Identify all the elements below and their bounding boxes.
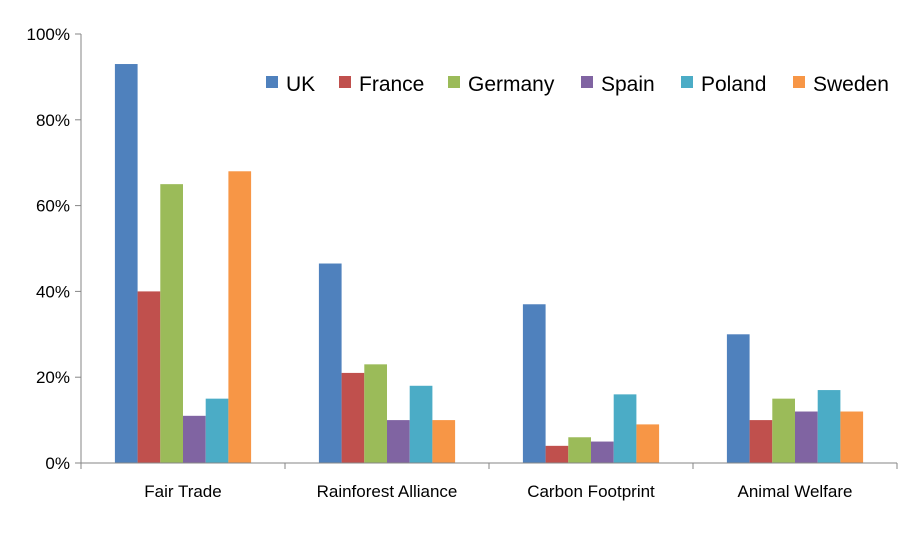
bar-animal-welfare-france [749,420,773,463]
y-tick-label: 20% [36,368,70,387]
bar-carbon-footprint-france [545,445,569,463]
legend-swatch-spain [581,76,593,88]
x-category-label: Carbon Footprint [527,482,655,501]
bar-rainforest-alliance-sweden [432,420,456,463]
legend-swatch-france [339,76,351,88]
bar-carbon-footprint-poland [613,394,637,463]
bar-rainforest-alliance-germany [364,364,387,463]
y-tick-label: 80% [36,111,70,130]
legend-label-spain: Spain [601,73,655,96]
legend-swatch-poland [681,76,693,88]
bar-animal-welfare-spain [795,411,818,463]
bars [114,64,864,463]
legend-label-sweden: Sweden [813,73,889,96]
legend-swatch-uk [266,76,278,88]
bar-rainforest-alliance-spain [387,420,410,463]
y-tick-label: 40% [36,282,70,301]
bar-fair-trade-poland [205,398,229,463]
bar-animal-welfare-germany [772,398,795,463]
legend-label-germany: Germany [468,73,555,96]
y-tick-label: 60% [36,197,70,216]
bar-animal-welfare-poland [817,390,841,463]
bar-fair-trade-france [137,291,161,463]
bar-fair-trade-sweden [228,171,252,463]
x-category-label: Fair Trade [144,482,221,501]
y-axis: 0% 20% 40% 60% 80% 100% [27,25,82,473]
legend-label-france: France [359,73,424,96]
legend-swatch-germany [448,76,460,88]
bar-fair-trade-spain [183,415,206,463]
bar-animal-welfare-sweden [840,411,864,463]
legend-swatch-sweden [793,76,805,88]
bar-rainforest-alliance-uk [318,263,342,463]
bar-fair-trade-germany [160,184,183,463]
x-category-label: Rainforest Alliance [317,482,458,501]
bar-carbon-footprint-sweden [636,424,660,463]
bar-carbon-footprint-spain [591,441,614,463]
x-axis: Fair Trade Rainforest Alliance Carbon Foot… [80,462,898,501]
legend: UK France Germany Spain Poland Sweden [266,73,889,96]
y-tick-label: 100% [27,25,70,44]
bar-carbon-footprint-germany [568,437,591,463]
y-tick-label: 0% [45,454,70,473]
bar-carbon-footprint-uk [522,304,546,463]
legend-label-poland: Poland [701,73,766,96]
legend-label-uk: UK [286,73,315,96]
bar-animal-welfare-uk [726,334,750,463]
bar-rainforest-alliance-poland [409,385,433,463]
bar-fair-trade-uk [114,64,138,463]
bar-rainforest-alliance-france [341,372,365,463]
x-category-label: Animal Welfare [738,482,853,501]
